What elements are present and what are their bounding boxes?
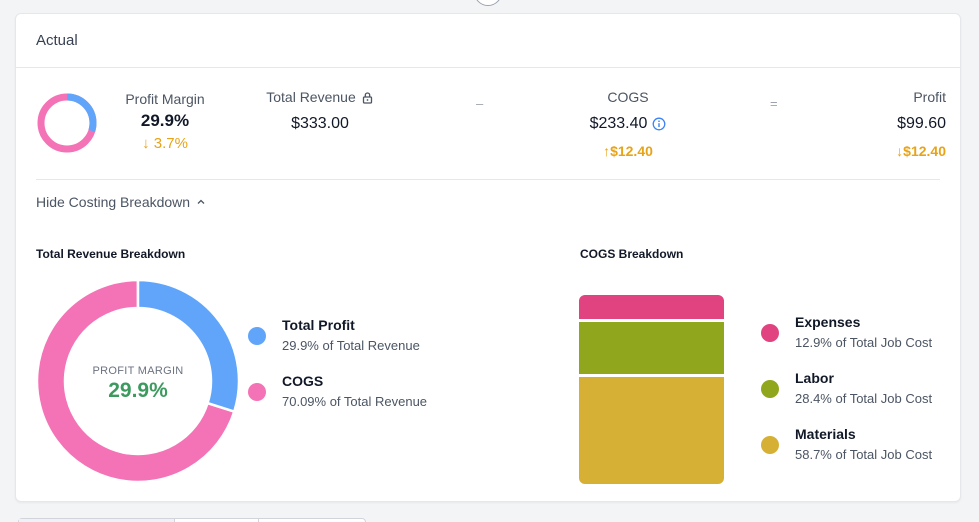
total-revenue-value: $333.00: [291, 115, 349, 132]
profit-label: Profit: [913, 89, 946, 105]
total-revenue-label: Total Revenue: [266, 89, 356, 105]
profit-change: ↓$12.40: [896, 143, 946, 159]
cogs-label: COGS: [607, 89, 649, 105]
bottom-tab-strip[interactable]: [18, 518, 366, 522]
chevron-up-icon: [197, 199, 205, 204]
legend-name: Total Profit: [282, 317, 355, 333]
top-circle-button[interactable]: [474, 0, 502, 6]
legend-dot-materials: [761, 436, 779, 454]
total-revenue-block: Total Revenue $333.00: [254, 89, 386, 133]
legend-sub: 58.7% of Total Job Cost: [795, 447, 933, 462]
minus-sign: –: [476, 96, 484, 111]
actual-card: Actual Profit Margin 29.9% ↓ 3.7% Total …: [15, 13, 961, 502]
cogs-breakdown-title: COGS Breakdown: [580, 247, 684, 261]
lock-icon: [362, 91, 372, 104]
cogs-stacked-bar: [579, 295, 724, 484]
legend-item-materials: Materials 58.7% of Total Job Cost: [761, 426, 932, 462]
equals-sign: =: [770, 96, 778, 111]
cogs-value: $233.40: [589, 115, 648, 132]
cogs-change: ↑$12.40: [603, 143, 653, 159]
revenue-breakdown-donut: [37, 280, 239, 482]
bottom-tab-2[interactable]: [175, 519, 259, 522]
legend-sub: 29.9% of Total Revenue: [282, 338, 420, 353]
card-header: Actual: [16, 14, 960, 68]
legend-sub: 70.09% of Total Revenue: [282, 394, 428, 409]
bar-segment-labor: [579, 321, 724, 374]
legend-item-labor: Labor 28.4% of Total Job Cost: [761, 370, 932, 406]
donut-center-value: 29.9%: [108, 379, 168, 402]
donut-segment-total-profit: [136, 280, 239, 414]
bottom-tab-1[interactable]: [19, 519, 175, 522]
profit-margin-label: Profit Margin: [125, 91, 205, 107]
revenue-breakdown-title: Total Revenue Breakdown: [36, 247, 186, 261]
toggle-label: Hide Costing Breakdown: [36, 194, 191, 210]
legend-sub: 28.4% of Total Job Cost: [795, 391, 933, 406]
mini-donut-profit-arc: [37, 93, 97, 153]
hide-costing-breakdown-toggle[interactable]: Hide Costing Breakdown: [36, 194, 206, 210]
divider: [36, 179, 940, 180]
donut-segment-cogs: [37, 280, 236, 482]
profit-value: $99.60: [897, 115, 946, 132]
legend-item-expenses: Expenses 12.9% of Total Job Cost: [761, 314, 932, 350]
summary-row: Profit Margin 29.9% ↓ 3.7% Total Revenue…: [16, 68, 960, 180]
donut-center-label: PROFIT MARGIN: [92, 365, 184, 377]
legend-name: COGS: [282, 373, 324, 389]
bar-segment-expenses: [579, 295, 724, 319]
legend-item-cogs: COGS 70.09% of Total Revenue: [248, 373, 427, 409]
bar-segment-materials: [579, 376, 724, 484]
profit-margin-block: Profit Margin 29.9% ↓ 3.7%: [110, 91, 220, 152]
cogs-block: COGS $233.40 ↑$12.40: [568, 89, 688, 159]
legend-dot-labor: [761, 380, 779, 398]
legend-name: Expenses: [795, 314, 861, 330]
profit-margin-value: 29.9%: [140, 111, 190, 130]
profit-margin-change: ↓ 3.7%: [142, 135, 188, 152]
info-icon[interactable]: [652, 117, 666, 131]
donut-center: PROFIT MARGIN 29.9%: [37, 280, 239, 482]
card-title: Actual: [36, 32, 78, 49]
profit-block: Profit $99.60 ↓$12.40: [866, 89, 946, 159]
legend-dot-total-profit: [248, 327, 266, 345]
legend-item-total-profit: Total Profit 29.9% of Total Revenue: [248, 317, 420, 353]
legend-sub: 12.9% of Total Job Cost: [795, 335, 933, 350]
legend-dot-cogs: [248, 383, 266, 401]
profit-margin-mini-donut: [37, 93, 97, 153]
legend-name: Labor: [795, 370, 834, 386]
legend-name: Materials: [795, 426, 856, 442]
legend-dot-expenses: [761, 324, 779, 342]
